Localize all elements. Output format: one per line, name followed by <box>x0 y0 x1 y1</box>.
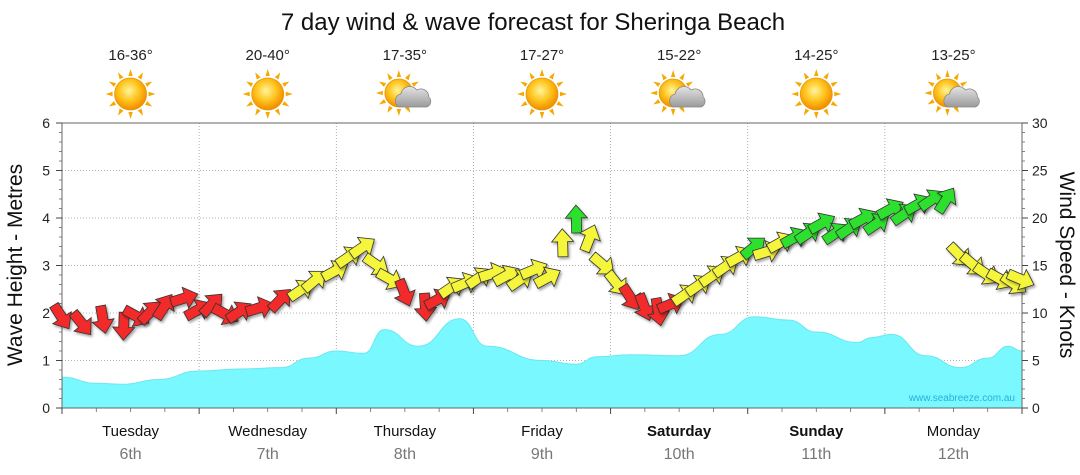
temperature-range: 17-27° <box>520 47 564 64</box>
watermark: www.seabreeze.com.au <box>908 393 1015 404</box>
chart-title: 7 day wind & wave forecast for Sheringa … <box>281 9 785 36</box>
sun-rays <box>791 69 842 119</box>
wind-layer <box>49 187 1035 341</box>
day-name-label: Wednesday <box>228 423 307 440</box>
left-axis-title: Wave Height - Metres <box>4 164 27 366</box>
wind-arrow <box>532 266 561 290</box>
sun-icon <box>242 69 293 119</box>
wind-arrow <box>518 258 548 281</box>
day-name-label: Monday <box>927 423 981 440</box>
temperature-range: 16-36° <box>108 47 152 64</box>
left-tick-label: 6 <box>42 115 50 131</box>
sun-icon <box>791 69 842 119</box>
cloud <box>394 86 432 108</box>
wind-arrow <box>564 204 589 234</box>
cloud <box>669 86 706 108</box>
day-date-label: 7th <box>257 446 279 463</box>
wind-arrow <box>266 288 291 314</box>
day-name-label: Saturday <box>647 423 712 440</box>
wind-arrow <box>151 293 175 322</box>
day-date-label: 8th <box>394 446 416 463</box>
day-headers: 16-36° 20-40° 17-35° 17-27° 15-22° 14-25° 13-2… <box>105 47 980 119</box>
sun-cloud-icon <box>375 70 432 116</box>
right-axis-title: Wind Speed - Knots <box>1055 172 1078 359</box>
wind-arrow <box>244 296 274 319</box>
temperature-range: 14-25° <box>794 47 838 64</box>
right-tick-label: 20 <box>1032 210 1048 226</box>
left-axis: 0 1 2 3 4 5 6 <box>42 115 62 416</box>
day-name-label: Sunday <box>789 423 844 440</box>
sun-icon <box>105 69 156 119</box>
right-tick-label: 5 <box>1032 353 1040 369</box>
day-labels: Tuesday 6th Wednesday 7th Thursday 8th Friday 9… <box>61 408 1023 463</box>
day-name-label: Thursday <box>374 423 437 440</box>
wind-arrow <box>646 296 671 327</box>
day-date-label: 6th <box>119 446 141 463</box>
wind-arrow <box>68 308 92 336</box>
left-tick-label: 4 <box>42 210 50 226</box>
wind-arrow <box>933 187 957 215</box>
wind-arrow <box>169 286 199 310</box>
wind-arrow <box>393 277 416 307</box>
temperature-range: 13-25° <box>931 47 975 64</box>
day-date-label: 9th <box>531 446 553 463</box>
sun-rays <box>242 69 293 119</box>
wind-arrow <box>347 236 375 260</box>
wind-arrow <box>413 292 438 322</box>
day-name-label: Friday <box>521 423 563 440</box>
wind-arrow <box>588 251 615 275</box>
right-tick-label: 0 <box>1032 400 1040 416</box>
right-axis: 0 5 10 15 20 25 30 <box>1022 115 1048 416</box>
sun-rays <box>517 69 567 119</box>
wind-arrow <box>550 228 575 258</box>
left-tick-label: 1 <box>42 353 50 369</box>
wave-height-area <box>61 316 1023 409</box>
wind-arrow <box>300 270 327 294</box>
right-tick-label: 30 <box>1032 115 1048 131</box>
left-tick-label: 2 <box>42 305 50 321</box>
right-tick-label: 25 <box>1032 163 1048 179</box>
left-tick-label: 5 <box>42 163 50 179</box>
left-tick-label: 3 <box>42 258 50 274</box>
sun-cloud-icon <box>924 70 980 116</box>
day-date-label: 11th <box>801 446 831 463</box>
day-name-label: Tuesday <box>102 423 159 440</box>
wind-arrow <box>578 224 601 254</box>
sun-cloud-icon <box>650 70 706 116</box>
wind-arrow <box>917 189 945 213</box>
right-tick-label: 15 <box>1032 258 1048 274</box>
wind-arrow <box>224 301 252 325</box>
wave-layer <box>61 316 1023 409</box>
left-tick-label: 0 <box>42 400 50 416</box>
day-date-label: 10th <box>664 446 695 463</box>
sun-icon <box>517 69 567 119</box>
wind-arrow <box>633 291 656 321</box>
temperature-range: 17-35° <box>383 47 427 64</box>
sun-rays <box>105 69 156 119</box>
cloud <box>943 86 980 108</box>
wind-arrow <box>91 304 115 335</box>
day-date-label: 12th <box>938 446 969 463</box>
temperature-range: 20-40° <box>246 47 290 64</box>
wind-arrow <box>807 212 836 235</box>
wind-arrow <box>49 301 72 330</box>
right-tick-label: 10 <box>1032 305 1048 321</box>
wind-arrow <box>1005 268 1035 291</box>
temperature-range: 15-22° <box>657 47 701 64</box>
